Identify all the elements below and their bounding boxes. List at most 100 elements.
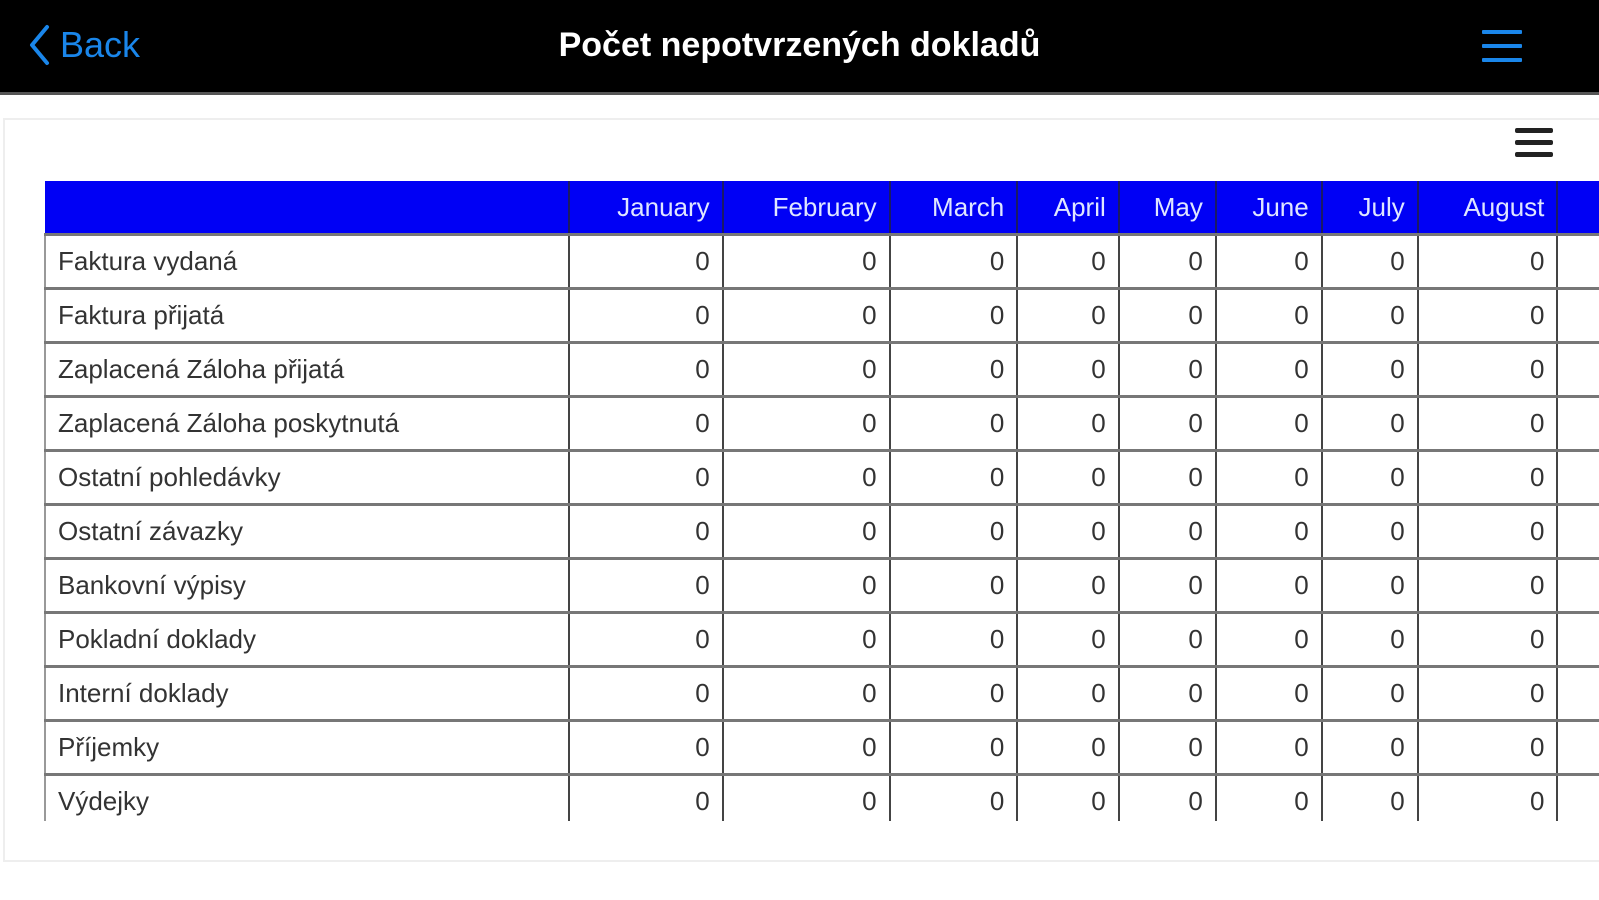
value-cell: 0 [1214, 719, 1323, 776]
value-cell: 0 [1320, 341, 1419, 398]
row-label: Zaplacená Záloha přijatá [44, 341, 570, 398]
value-cell: 0 [1416, 611, 1559, 668]
value-cell: 0 [888, 773, 1019, 821]
row-label: Faktura přijatá [44, 287, 570, 344]
value-cell: 0 [1016, 665, 1120, 722]
back-button[interactable]: Back [28, 24, 140, 66]
value-cell: 0 [567, 557, 724, 614]
value-cell: 0 [888, 503, 1019, 560]
value-cell: 0 [888, 665, 1019, 722]
value-cell: 0 [888, 341, 1019, 398]
value-cell: 0 [567, 719, 724, 776]
value-cell: 0 [721, 773, 891, 821]
value-cell: 0 [721, 287, 891, 344]
value-cell [1556, 503, 1599, 560]
value-cell: 0 [1016, 719, 1120, 776]
report-table-scroll[interactable]: January February March April May June July Augu… [44, 181, 1599, 821]
row-label: Interní doklady [44, 665, 570, 722]
value-cell: 0 [1117, 773, 1217, 821]
value-cell [1556, 341, 1599, 398]
value-cell: 0 [1117, 233, 1217, 290]
table-row: Výdejky 0 0 0 0 0 0 0 0 [44, 773, 1599, 821]
row-label: Zaplacená Záloha poskytnutá [44, 395, 570, 452]
value-cell: 0 [888, 287, 1019, 344]
value-cell: 0 [567, 773, 724, 821]
value-cell: 0 [1117, 557, 1217, 614]
value-cell: 0 [1117, 341, 1217, 398]
header-cell-september: September [1557, 181, 1599, 235]
value-cell: 0 [721, 341, 891, 398]
value-cell: 0 [721, 503, 891, 560]
value-cell: 0 [567, 395, 724, 452]
table-row: Faktura přijatá 0 0 0 0 0 0 0 0 [44, 287, 1599, 344]
value-cell: 0 [1416, 719, 1559, 776]
value-cell: 0 [1320, 773, 1419, 821]
row-label: Výdejky [44, 773, 570, 821]
value-cell: 0 [1016, 503, 1120, 560]
header-cell-may: May [1118, 181, 1217, 235]
value-cell: 0 [1416, 341, 1559, 398]
value-cell: 0 [1214, 665, 1323, 722]
value-cell: 0 [888, 233, 1019, 290]
row-label: Ostatní pohledávky [44, 449, 570, 506]
table-menu-icon[interactable] [1515, 128, 1553, 162]
report-table: January February March April May June July Augu… [44, 181, 1599, 821]
header-cell-august: August [1417, 181, 1559, 235]
value-cell: 0 [1016, 287, 1120, 344]
back-label: Back [60, 24, 141, 65]
value-cell: 0 [567, 341, 724, 398]
hamburger-menu-icon[interactable] [1482, 30, 1522, 64]
header-cell-february: February [722, 181, 891, 235]
value-cell: 0 [1416, 395, 1559, 452]
value-cell: 0 [1214, 557, 1323, 614]
navigation-bar: Back Počet nepotvrzených dokladů [0, 0, 1599, 95]
value-cell: 0 [888, 557, 1019, 614]
row-label: Faktura vydaná [44, 233, 570, 290]
value-cell: 0 [1416, 665, 1559, 722]
value-cell: 0 [1214, 773, 1323, 821]
value-cell: 0 [721, 665, 891, 722]
value-cell: 0 [1016, 449, 1120, 506]
value-cell: 0 [888, 719, 1019, 776]
value-cell: 0 [1320, 503, 1419, 560]
value-cell: 0 [888, 449, 1019, 506]
header-cell-april: April [1017, 181, 1120, 235]
value-cell [1556, 395, 1599, 452]
value-cell: 0 [721, 719, 891, 776]
value-cell: 0 [1214, 503, 1323, 560]
value-cell: 0 [721, 557, 891, 614]
header-cell-june: June [1215, 181, 1323, 235]
row-label: Ostatní závazky [44, 503, 570, 560]
value-cell: 0 [1016, 611, 1120, 668]
header-cell-january: January [568, 181, 724, 235]
value-cell: 0 [1016, 773, 1120, 821]
value-cell: 0 [721, 611, 891, 668]
value-cell: 0 [1016, 341, 1120, 398]
value-cell: 0 [1016, 395, 1120, 452]
table-row: Zaplacená Záloha přijatá 0 0 0 0 0 0 0 0 [44, 341, 1599, 398]
row-label: Příjemky [44, 719, 570, 776]
table-row: Zaplacená Záloha poskytnutá 0 0 0 0 0 0 0 0 [44, 395, 1599, 452]
value-cell [1556, 287, 1599, 344]
value-cell: 0 [1016, 233, 1120, 290]
value-cell: 0 [1117, 611, 1217, 668]
value-cell: 0 [1320, 557, 1419, 614]
value-cell: 0 [1117, 503, 1217, 560]
value-cell: 0 [1214, 287, 1323, 344]
value-cell: 0 [1117, 719, 1217, 776]
value-cell: 0 [1320, 719, 1419, 776]
value-cell [1556, 449, 1599, 506]
value-cell: 0 [1320, 395, 1419, 452]
table-row: Interní doklady 0 0 0 0 0 0 0 0 [44, 665, 1599, 722]
value-cell [1556, 665, 1599, 722]
value-cell: 0 [1416, 287, 1559, 344]
table-row: Pokladní doklady 0 0 0 0 0 0 0 0 [44, 611, 1599, 668]
value-cell [1556, 233, 1599, 290]
value-cell: 0 [721, 395, 891, 452]
value-cell: 0 [1214, 449, 1323, 506]
value-cell: 0 [888, 611, 1019, 668]
value-cell: 0 [1320, 665, 1419, 722]
value-cell: 0 [567, 449, 724, 506]
value-cell: 0 [1214, 395, 1323, 452]
value-cell: 0 [1117, 665, 1217, 722]
